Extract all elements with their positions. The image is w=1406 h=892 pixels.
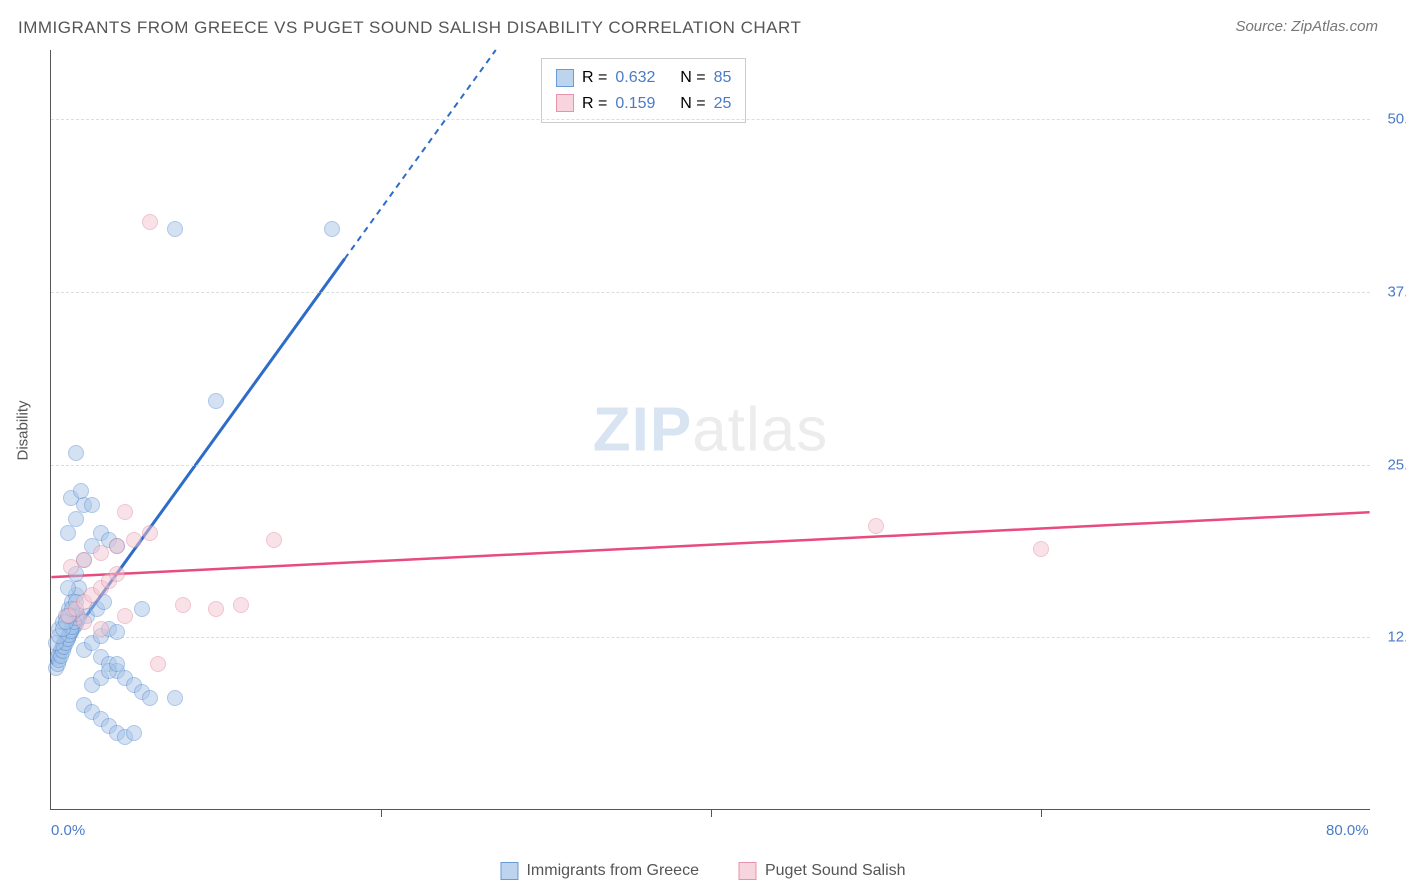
data-point-series2	[117, 608, 133, 624]
data-point-series1	[60, 580, 76, 596]
x-tick	[381, 809, 382, 817]
gridline-h	[51, 465, 1370, 466]
data-point-series2	[109, 566, 125, 582]
data-point-series1	[324, 221, 340, 237]
data-point-series1	[208, 393, 224, 409]
data-point-series2	[109, 538, 125, 554]
data-point-series2	[142, 525, 158, 541]
data-point-series2	[126, 532, 142, 548]
n-label: N =	[680, 91, 705, 117]
y-tick-label: 25.0%	[1387, 456, 1406, 473]
legend-item-1: Immigrants from Greece	[500, 862, 698, 880]
data-point-series2	[117, 504, 133, 520]
data-point-series2	[175, 597, 191, 613]
data-point-series2	[150, 656, 166, 672]
trend-lines-svg	[51, 50, 1370, 809]
y-tick-label: 37.5%	[1387, 283, 1406, 300]
watermark-bold: ZIP	[593, 395, 692, 464]
data-point-series1	[68, 511, 84, 527]
legend-item-2: Puget Sound Salish	[739, 862, 906, 880]
swatch-series2-bottom	[739, 862, 757, 880]
data-point-series2	[266, 532, 282, 548]
data-point-series2	[93, 621, 109, 637]
legend-row-series1: R = 0.632 N = 85	[556, 65, 731, 91]
data-point-series1	[126, 725, 142, 741]
data-point-series2	[208, 601, 224, 617]
data-point-series2	[76, 552, 92, 568]
data-point-series1	[142, 690, 158, 706]
n-label: N =	[680, 65, 705, 91]
swatch-series2	[556, 94, 574, 112]
data-point-series1	[60, 525, 76, 541]
x-tick	[711, 809, 712, 817]
x-tick-label: 0.0%	[51, 822, 85, 839]
data-point-series2	[142, 214, 158, 230]
n-value-2: 25	[714, 91, 732, 117]
legend-label-1: Immigrants from Greece	[526, 862, 698, 880]
swatch-series1-bottom	[500, 862, 518, 880]
data-point-series2	[93, 545, 109, 561]
x-tick	[1041, 809, 1042, 817]
data-point-series1	[109, 656, 125, 672]
data-point-series1	[73, 483, 89, 499]
data-point-series2	[233, 597, 249, 613]
gridline-h	[51, 292, 1370, 293]
data-point-series1	[167, 690, 183, 706]
data-point-series1	[134, 601, 150, 617]
watermark: ZIPatlas	[593, 394, 828, 465]
r-label: R =	[582, 65, 607, 91]
plot-area: ZIPatlas R = 0.632 N = 85 R = 0.159 N = …	[50, 50, 1370, 810]
series-legend: Immigrants from Greece Puget Sound Salis…	[500, 862, 905, 880]
source-label: Source: ZipAtlas.com	[1235, 18, 1378, 35]
r-label: R =	[582, 91, 607, 117]
gridline-h	[51, 637, 1370, 638]
r-value-2: 0.159	[615, 91, 655, 117]
legend-row-series2: R = 0.159 N = 25	[556, 91, 731, 117]
correlation-legend: R = 0.632 N = 85 R = 0.159 N = 25	[541, 58, 746, 123]
data-point-series2	[1033, 541, 1049, 557]
data-point-series1	[109, 624, 125, 640]
y-axis-label: Disability	[15, 400, 32, 460]
data-point-series1	[84, 497, 100, 513]
r-value-1: 0.632	[615, 65, 655, 91]
x-tick-label: 80.0%	[1326, 822, 1369, 839]
data-point-series1	[68, 445, 84, 461]
legend-label-2: Puget Sound Salish	[765, 862, 906, 880]
data-point-series1	[167, 221, 183, 237]
data-point-series2	[868, 518, 884, 534]
chart-title: IMMIGRANTS FROM GREECE VS PUGET SOUND SA…	[18, 18, 801, 38]
gridline-h	[51, 119, 1370, 120]
y-axis-label-container: Disability	[8, 50, 38, 810]
swatch-series1	[556, 69, 574, 87]
data-point-series2	[76, 614, 92, 630]
y-tick-label: 12.5%	[1387, 629, 1406, 646]
watermark-rest: atlas	[692, 395, 828, 464]
y-tick-label: 50.0%	[1387, 111, 1406, 128]
n-value-1: 85	[714, 65, 732, 91]
